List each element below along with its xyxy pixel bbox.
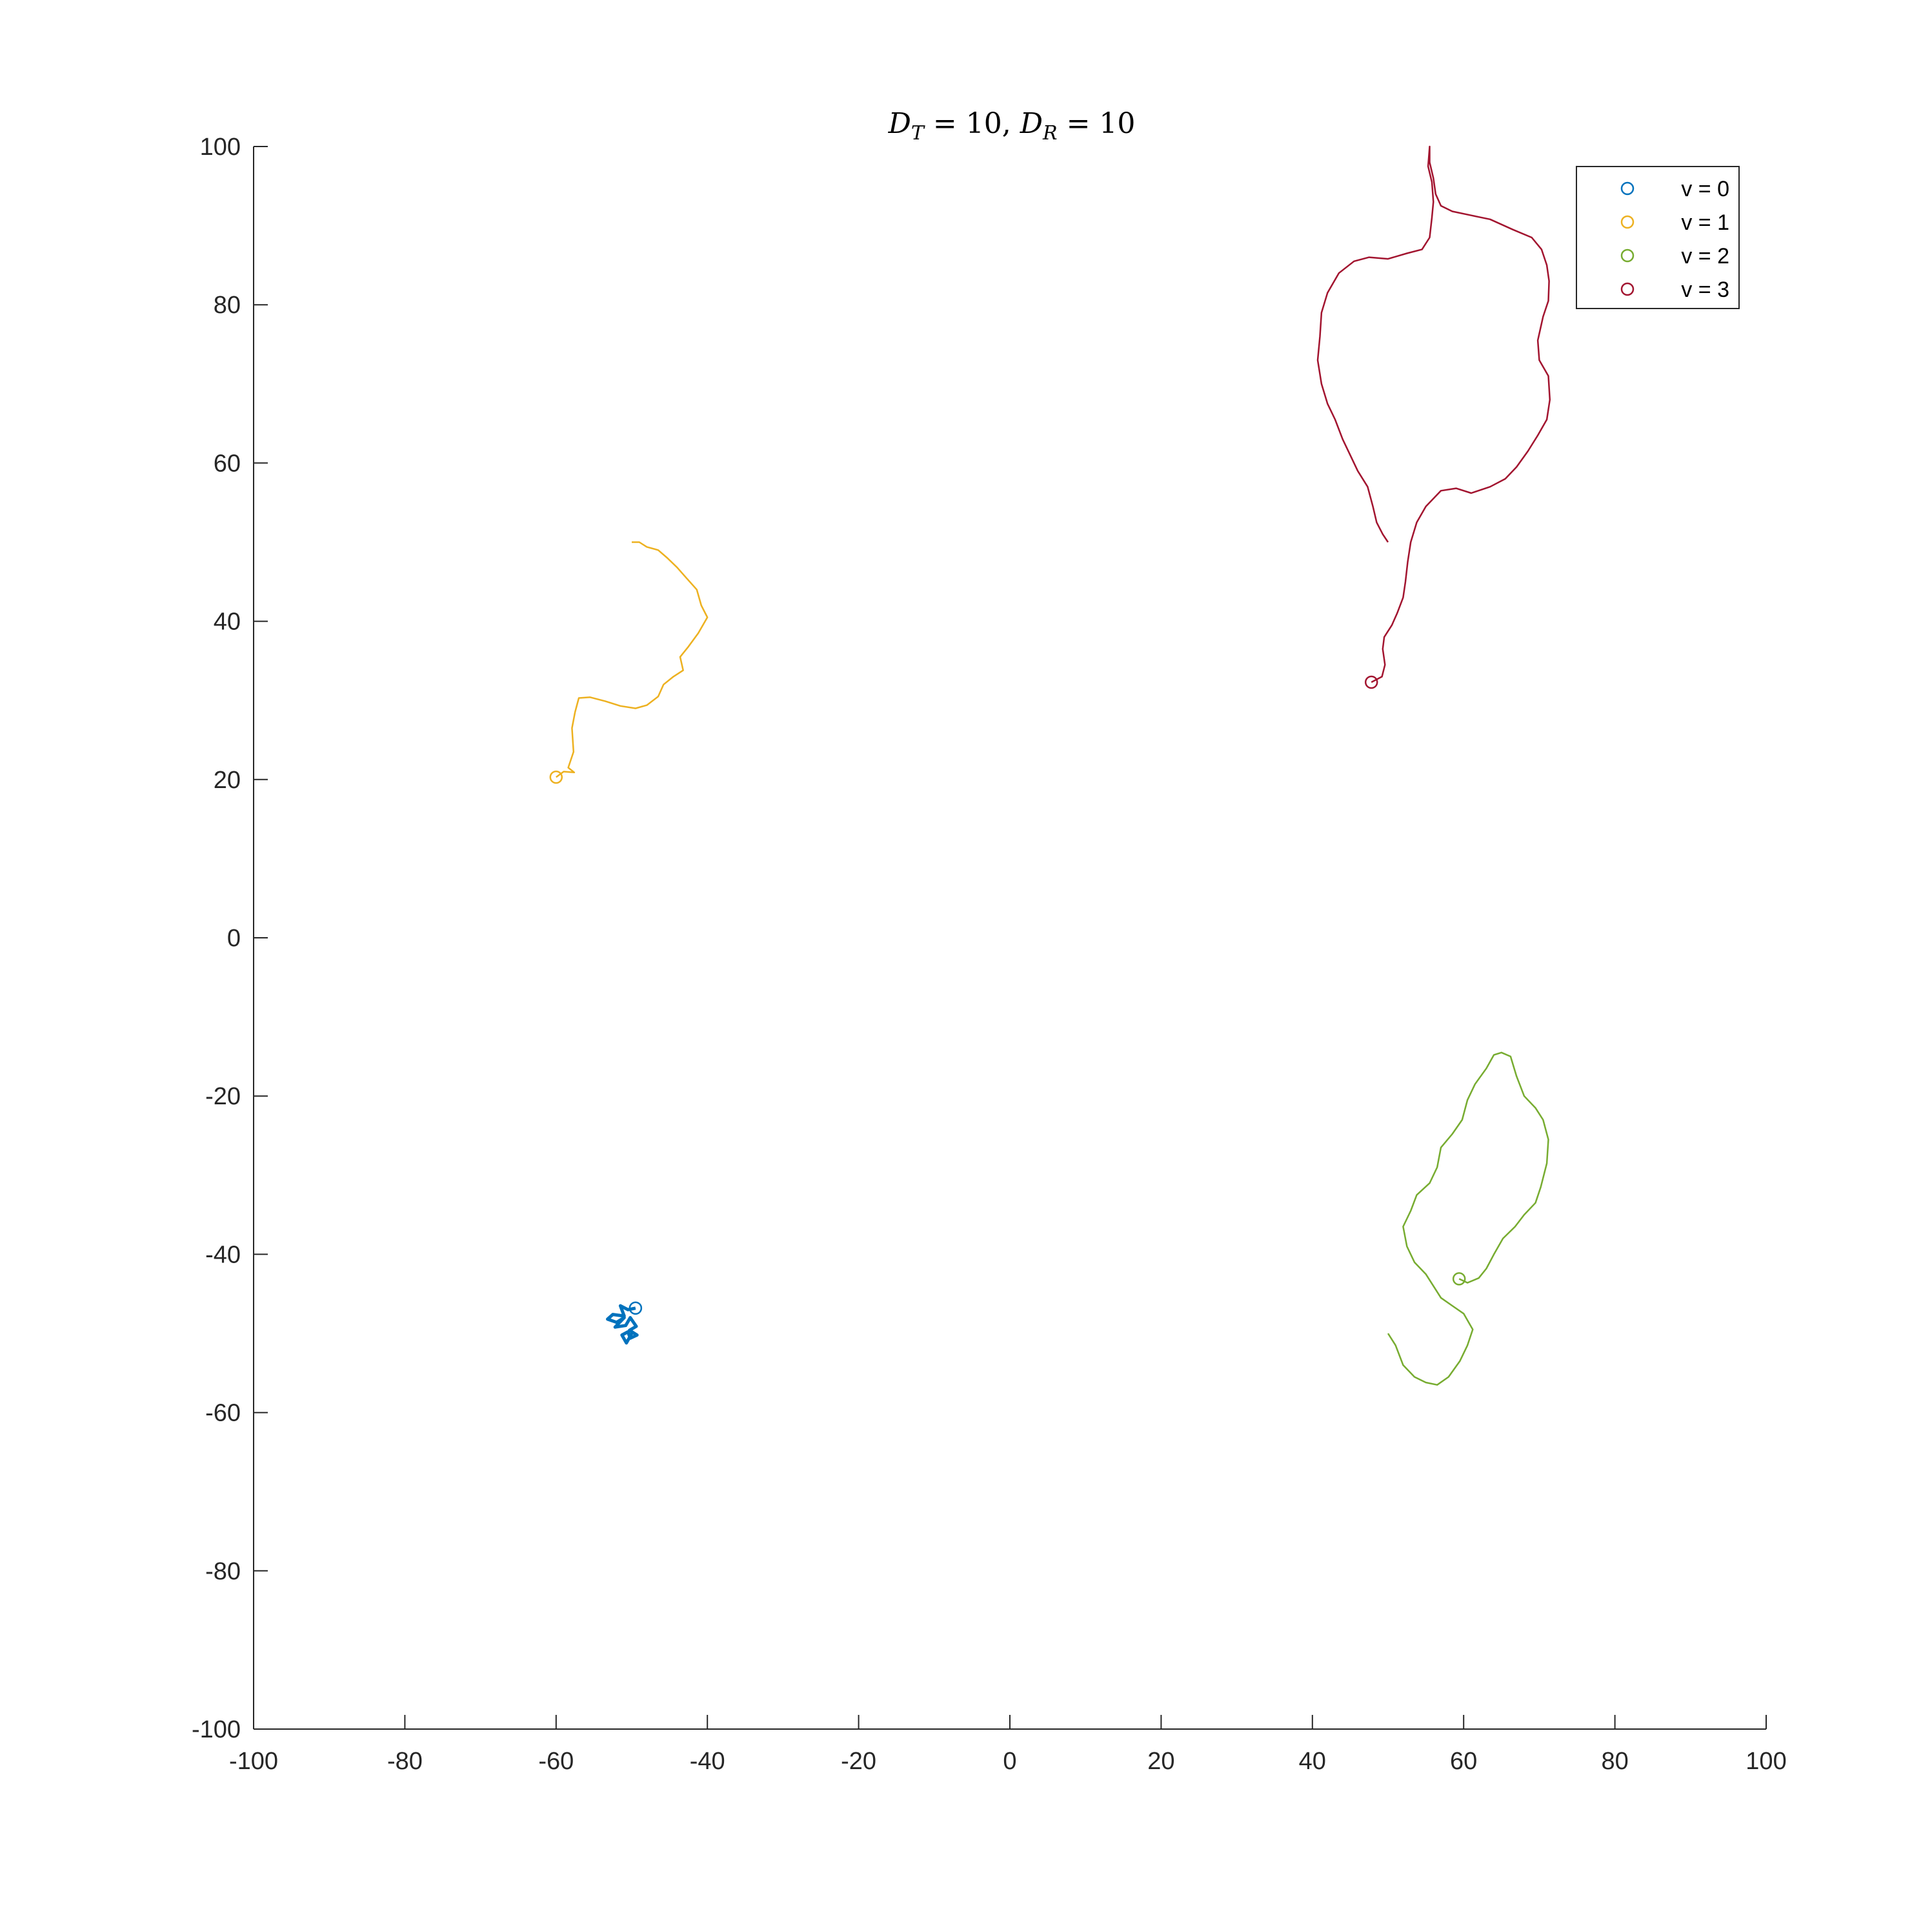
- chart-title: DT = 10, DR = 10: [888, 107, 1136, 145]
- series-2: [1387, 1051, 1549, 1386]
- series-line: [606, 1304, 639, 1345]
- title-subscript-b: R: [1042, 122, 1058, 145]
- y-tick-label: 40: [214, 609, 241, 636]
- legend-marker: [1620, 282, 1635, 296]
- x-tick-label: 20: [1147, 1748, 1174, 1775]
- x-tick-label: 100: [1746, 1748, 1786, 1775]
- x-tick-label: -80: [387, 1748, 423, 1775]
- title-equals-a: = 10,: [924, 107, 1020, 140]
- legend-items: v = 0 v = 1 v = 2 v = 3: [1620, 177, 1729, 302]
- title-equals-b: = 10: [1058, 107, 1136, 140]
- series-3: [1316, 145, 1551, 689]
- x-tick-label: 80: [1601, 1748, 1628, 1775]
- y-tick-label: 100: [200, 134, 241, 161]
- legend-marker: [1620, 181, 1635, 196]
- series-line: [1316, 145, 1551, 684]
- legend-marker: [1620, 248, 1635, 263]
- legend-label: v = 1: [1681, 210, 1729, 235]
- legend-label: v = 2: [1681, 244, 1729, 268]
- series-start-marker: [549, 770, 563, 784]
- x-tick-label: 0: [1003, 1748, 1016, 1775]
- legend-label: v = 3: [1681, 278, 1729, 302]
- series-1: [549, 541, 709, 784]
- axes: [253, 147, 1766, 1730]
- x-axis-ticks: -100 -80 -60 -40 -20 0 20 40 60 80 100: [229, 1715, 1787, 1775]
- series-start-marker: [629, 1301, 643, 1315]
- series-line: [1387, 1051, 1549, 1386]
- y-tick-label: -80: [205, 1558, 241, 1585]
- x-tick-label: -60: [538, 1748, 574, 1775]
- legend-label: v = 0: [1681, 177, 1729, 201]
- title-symbol-b: D: [1020, 107, 1043, 140]
- x-tick-label: -100: [229, 1748, 278, 1775]
- y-tick-label: 60: [214, 450, 241, 477]
- series-start-marker: [1452, 1272, 1466, 1286]
- y-tick-label: -40: [205, 1241, 241, 1268]
- legend-box: [1576, 166, 1740, 309]
- series-0: [606, 1301, 643, 1345]
- legend: v = 0 v = 1 v = 2 v = 3: [1576, 166, 1740, 309]
- y-tick-label: 20: [214, 767, 241, 794]
- series-start-marker: [1364, 675, 1378, 689]
- y-tick-label: 80: [214, 292, 241, 319]
- series-layer: [549, 145, 1551, 1386]
- y-tick-label: -100: [192, 1716, 241, 1743]
- title-subscript-a: T: [911, 122, 925, 145]
- title-symbol-a: D: [888, 107, 911, 140]
- y-tick-label: -20: [205, 1083, 241, 1110]
- legend-marker: [1620, 215, 1635, 229]
- x-tick-label: 60: [1450, 1748, 1477, 1775]
- series-line: [556, 541, 709, 778]
- x-tick-label: -20: [841, 1748, 876, 1775]
- x-tick-label: 40: [1299, 1748, 1326, 1775]
- x-tick-label: -40: [690, 1748, 725, 1775]
- y-tick-label: 0: [227, 925, 241, 952]
- y-axis-ticks: -100 -80 -60 -40 -20 0 20 40 60 80 100: [192, 134, 268, 1743]
- y-tick-label: -60: [205, 1400, 241, 1427]
